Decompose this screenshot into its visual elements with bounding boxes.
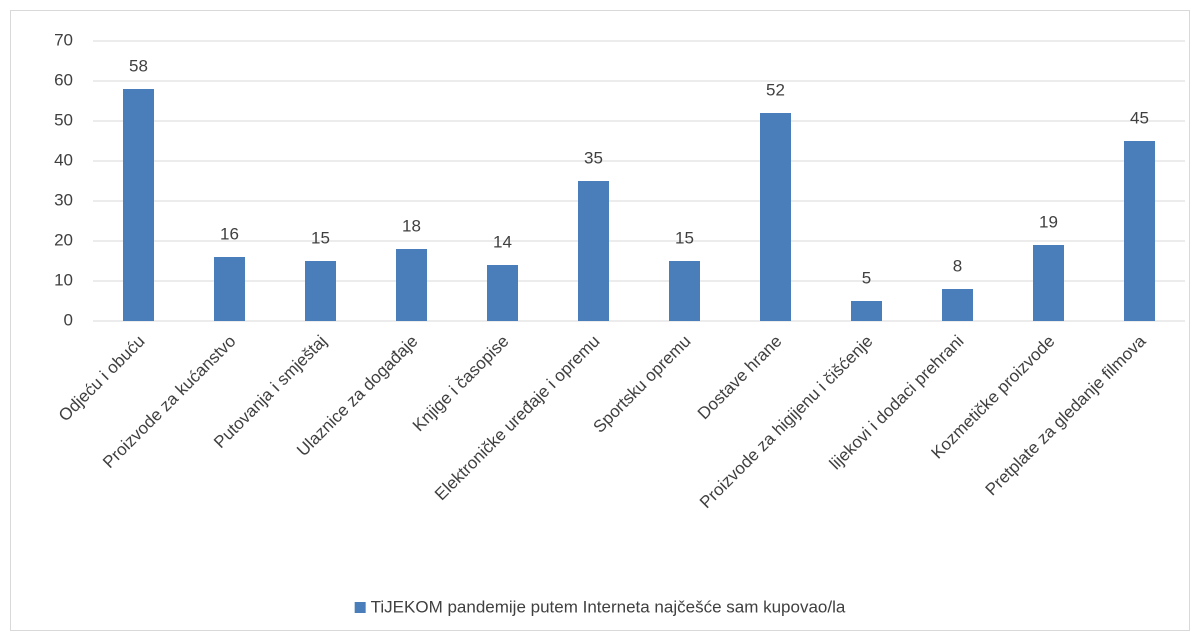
bar	[1033, 245, 1064, 321]
bar	[669, 261, 700, 321]
y-tick-label: 30	[54, 190, 73, 209]
bar	[1124, 141, 1155, 321]
bar	[487, 265, 518, 321]
data-label: 5	[862, 268, 871, 287]
y-tick-label: 50	[54, 110, 73, 129]
y-tick-label: 20	[54, 230, 73, 249]
y-tick-label: 60	[54, 70, 73, 89]
data-label: 14	[493, 232, 512, 251]
bar	[578, 181, 609, 321]
bar	[942, 289, 973, 321]
bar	[760, 113, 791, 321]
y-tick-label: 10	[54, 270, 73, 289]
data-label: 58	[129, 56, 148, 75]
data-label: 18	[402, 216, 421, 235]
data-label: 16	[220, 224, 239, 243]
data-label: 19	[1039, 212, 1058, 231]
bar	[305, 261, 336, 321]
bar	[214, 257, 245, 321]
data-label: 8	[953, 256, 962, 275]
data-label: 15	[675, 228, 694, 247]
y-tick-label: 40	[54, 150, 73, 169]
bar	[851, 301, 882, 321]
data-label: 15	[311, 228, 330, 247]
data-label: 45	[1130, 108, 1149, 127]
y-tick-label: 70	[54, 30, 73, 49]
bar	[396, 249, 427, 321]
bar	[123, 89, 154, 321]
legend-swatch	[354, 602, 366, 613]
y-tick-label: 0	[64, 310, 73, 329]
legend-label: TiJEKOM pandemije putem Interneta najčeš…	[371, 597, 846, 616]
data-label: 52	[766, 80, 785, 99]
data-label: 35	[584, 148, 603, 167]
